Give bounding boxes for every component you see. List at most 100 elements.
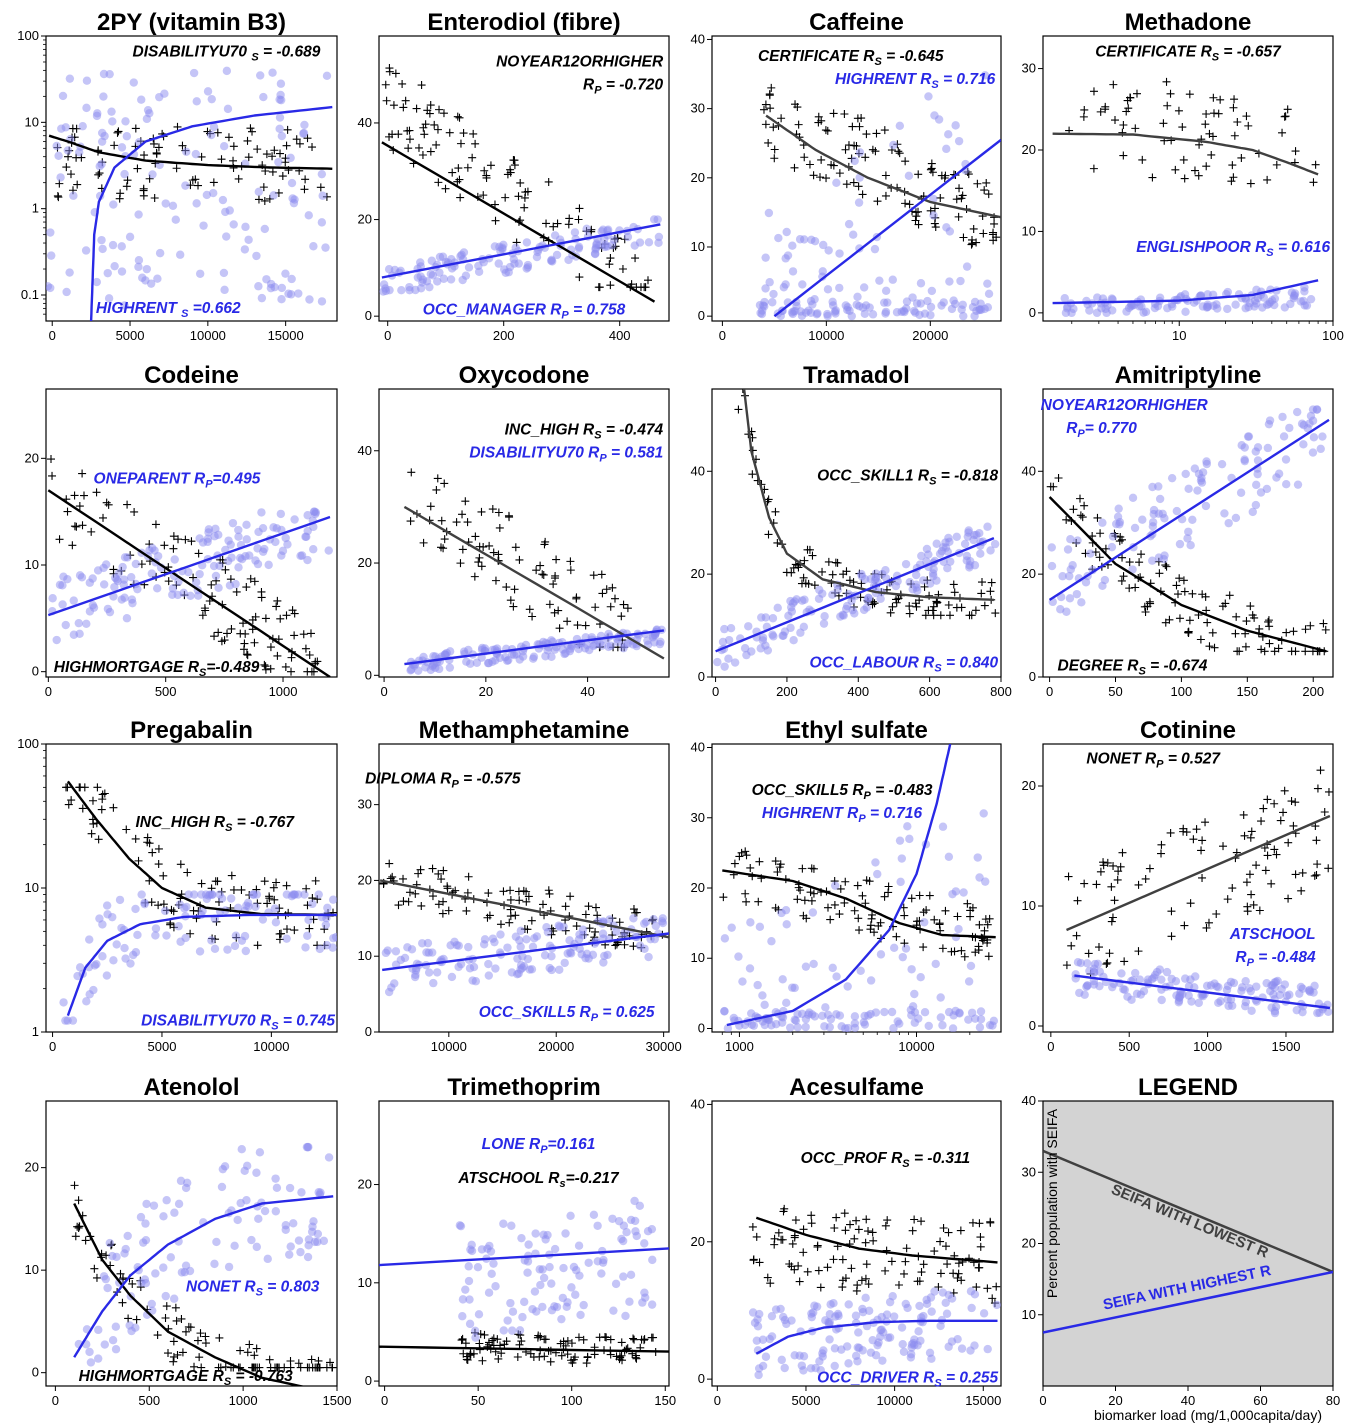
data-point xyxy=(828,570,837,579)
data-point xyxy=(99,69,109,79)
y-tick-label: 1 xyxy=(32,201,39,216)
data-point xyxy=(905,834,914,844)
data-point xyxy=(134,210,143,219)
data-point xyxy=(303,931,312,940)
data-point xyxy=(1208,132,1217,141)
data-point xyxy=(176,1176,186,1186)
data-point xyxy=(554,606,563,615)
data-point xyxy=(303,511,312,520)
data-point xyxy=(842,180,851,189)
data-point xyxy=(895,149,904,158)
data-point xyxy=(941,1298,950,1307)
data-point xyxy=(1148,518,1158,527)
data-point xyxy=(92,1273,101,1282)
data-point xyxy=(523,1268,532,1277)
data-point xyxy=(99,580,109,589)
data-point xyxy=(309,545,318,554)
x-tick-label: 100 xyxy=(1322,328,1344,343)
data-point xyxy=(1240,455,1249,464)
data-point xyxy=(540,1352,549,1361)
data-point xyxy=(589,571,598,580)
data-point xyxy=(654,232,664,242)
data-point xyxy=(68,1016,78,1025)
data-point xyxy=(270,895,279,904)
y-tick-label: 40 xyxy=(691,1096,705,1111)
data-point xyxy=(1122,107,1131,116)
y-tick-label: 0 xyxy=(365,1024,372,1039)
x-tick-label: 0 xyxy=(1046,684,1053,699)
data-point xyxy=(796,886,805,895)
data-point xyxy=(217,894,227,903)
data-point xyxy=(116,1269,125,1278)
data-point xyxy=(296,1363,305,1372)
data-point xyxy=(1092,880,1101,889)
data-point xyxy=(899,306,909,315)
data-point xyxy=(901,559,911,569)
data-point xyxy=(966,906,975,915)
data-point xyxy=(933,598,942,607)
data-point xyxy=(919,943,928,952)
data-point xyxy=(744,622,753,631)
data-point xyxy=(257,587,266,596)
data-point xyxy=(112,575,121,584)
data-point xyxy=(276,614,285,623)
data-point xyxy=(650,934,659,944)
data-point xyxy=(968,1218,977,1227)
data-point xyxy=(830,900,839,909)
data-point xyxy=(889,1312,899,1321)
data-point xyxy=(1315,1008,1324,1017)
annotation: INC_HIGH RS = -0.767 xyxy=(136,814,296,834)
plot-area xyxy=(47,455,333,677)
annotation: CERTIFICATE RS = -0.645 xyxy=(758,48,944,68)
data-point xyxy=(1131,583,1140,592)
data-point xyxy=(276,149,285,158)
data-point xyxy=(797,579,806,588)
data-point xyxy=(823,903,832,912)
data-point xyxy=(253,544,262,553)
data-point xyxy=(566,892,575,901)
data-point xyxy=(1123,96,1132,105)
data-point xyxy=(983,1284,992,1293)
data-point xyxy=(1263,851,1272,860)
data-point xyxy=(754,1370,763,1380)
data-point xyxy=(506,596,515,605)
data-point xyxy=(503,943,512,952)
data-point xyxy=(231,931,241,940)
data-point xyxy=(1280,112,1289,121)
data-point xyxy=(197,890,206,899)
data-point xyxy=(242,535,251,544)
data-point xyxy=(186,591,195,601)
data-point xyxy=(976,549,985,558)
data-point xyxy=(458,275,467,285)
data-point xyxy=(253,145,262,154)
data-point xyxy=(977,578,986,587)
data-point xyxy=(850,906,859,915)
data-point xyxy=(544,886,553,895)
data-point xyxy=(561,1229,570,1238)
data-point xyxy=(1193,486,1202,495)
data-point xyxy=(606,254,615,263)
data-point xyxy=(196,1329,205,1338)
data-point xyxy=(513,1352,522,1361)
y-tick-label: 10 xyxy=(358,1275,372,1290)
annotation-subscript: S xyxy=(271,1020,279,1032)
data-point xyxy=(162,931,171,940)
data-point xyxy=(471,139,480,148)
data-point xyxy=(917,1217,926,1226)
data-point xyxy=(316,183,325,192)
data-point xyxy=(1089,164,1098,173)
y-tick-label: 20 xyxy=(358,872,372,887)
data-point xyxy=(109,565,118,574)
data-point xyxy=(530,934,539,943)
data-point xyxy=(1213,304,1222,313)
data-point xyxy=(818,567,827,576)
data-point xyxy=(1080,105,1089,114)
data-point xyxy=(1224,1001,1233,1011)
fit-line xyxy=(773,138,1001,318)
data-point xyxy=(1086,549,1095,558)
data-point xyxy=(294,289,303,298)
annotation-text: NOYEAR12ORHIGHER xyxy=(1041,397,1209,414)
data-point xyxy=(1283,105,1292,114)
annotation-text: ENGLISHPOOR R xyxy=(1136,239,1267,256)
x-tick-label: 200 xyxy=(776,684,798,699)
